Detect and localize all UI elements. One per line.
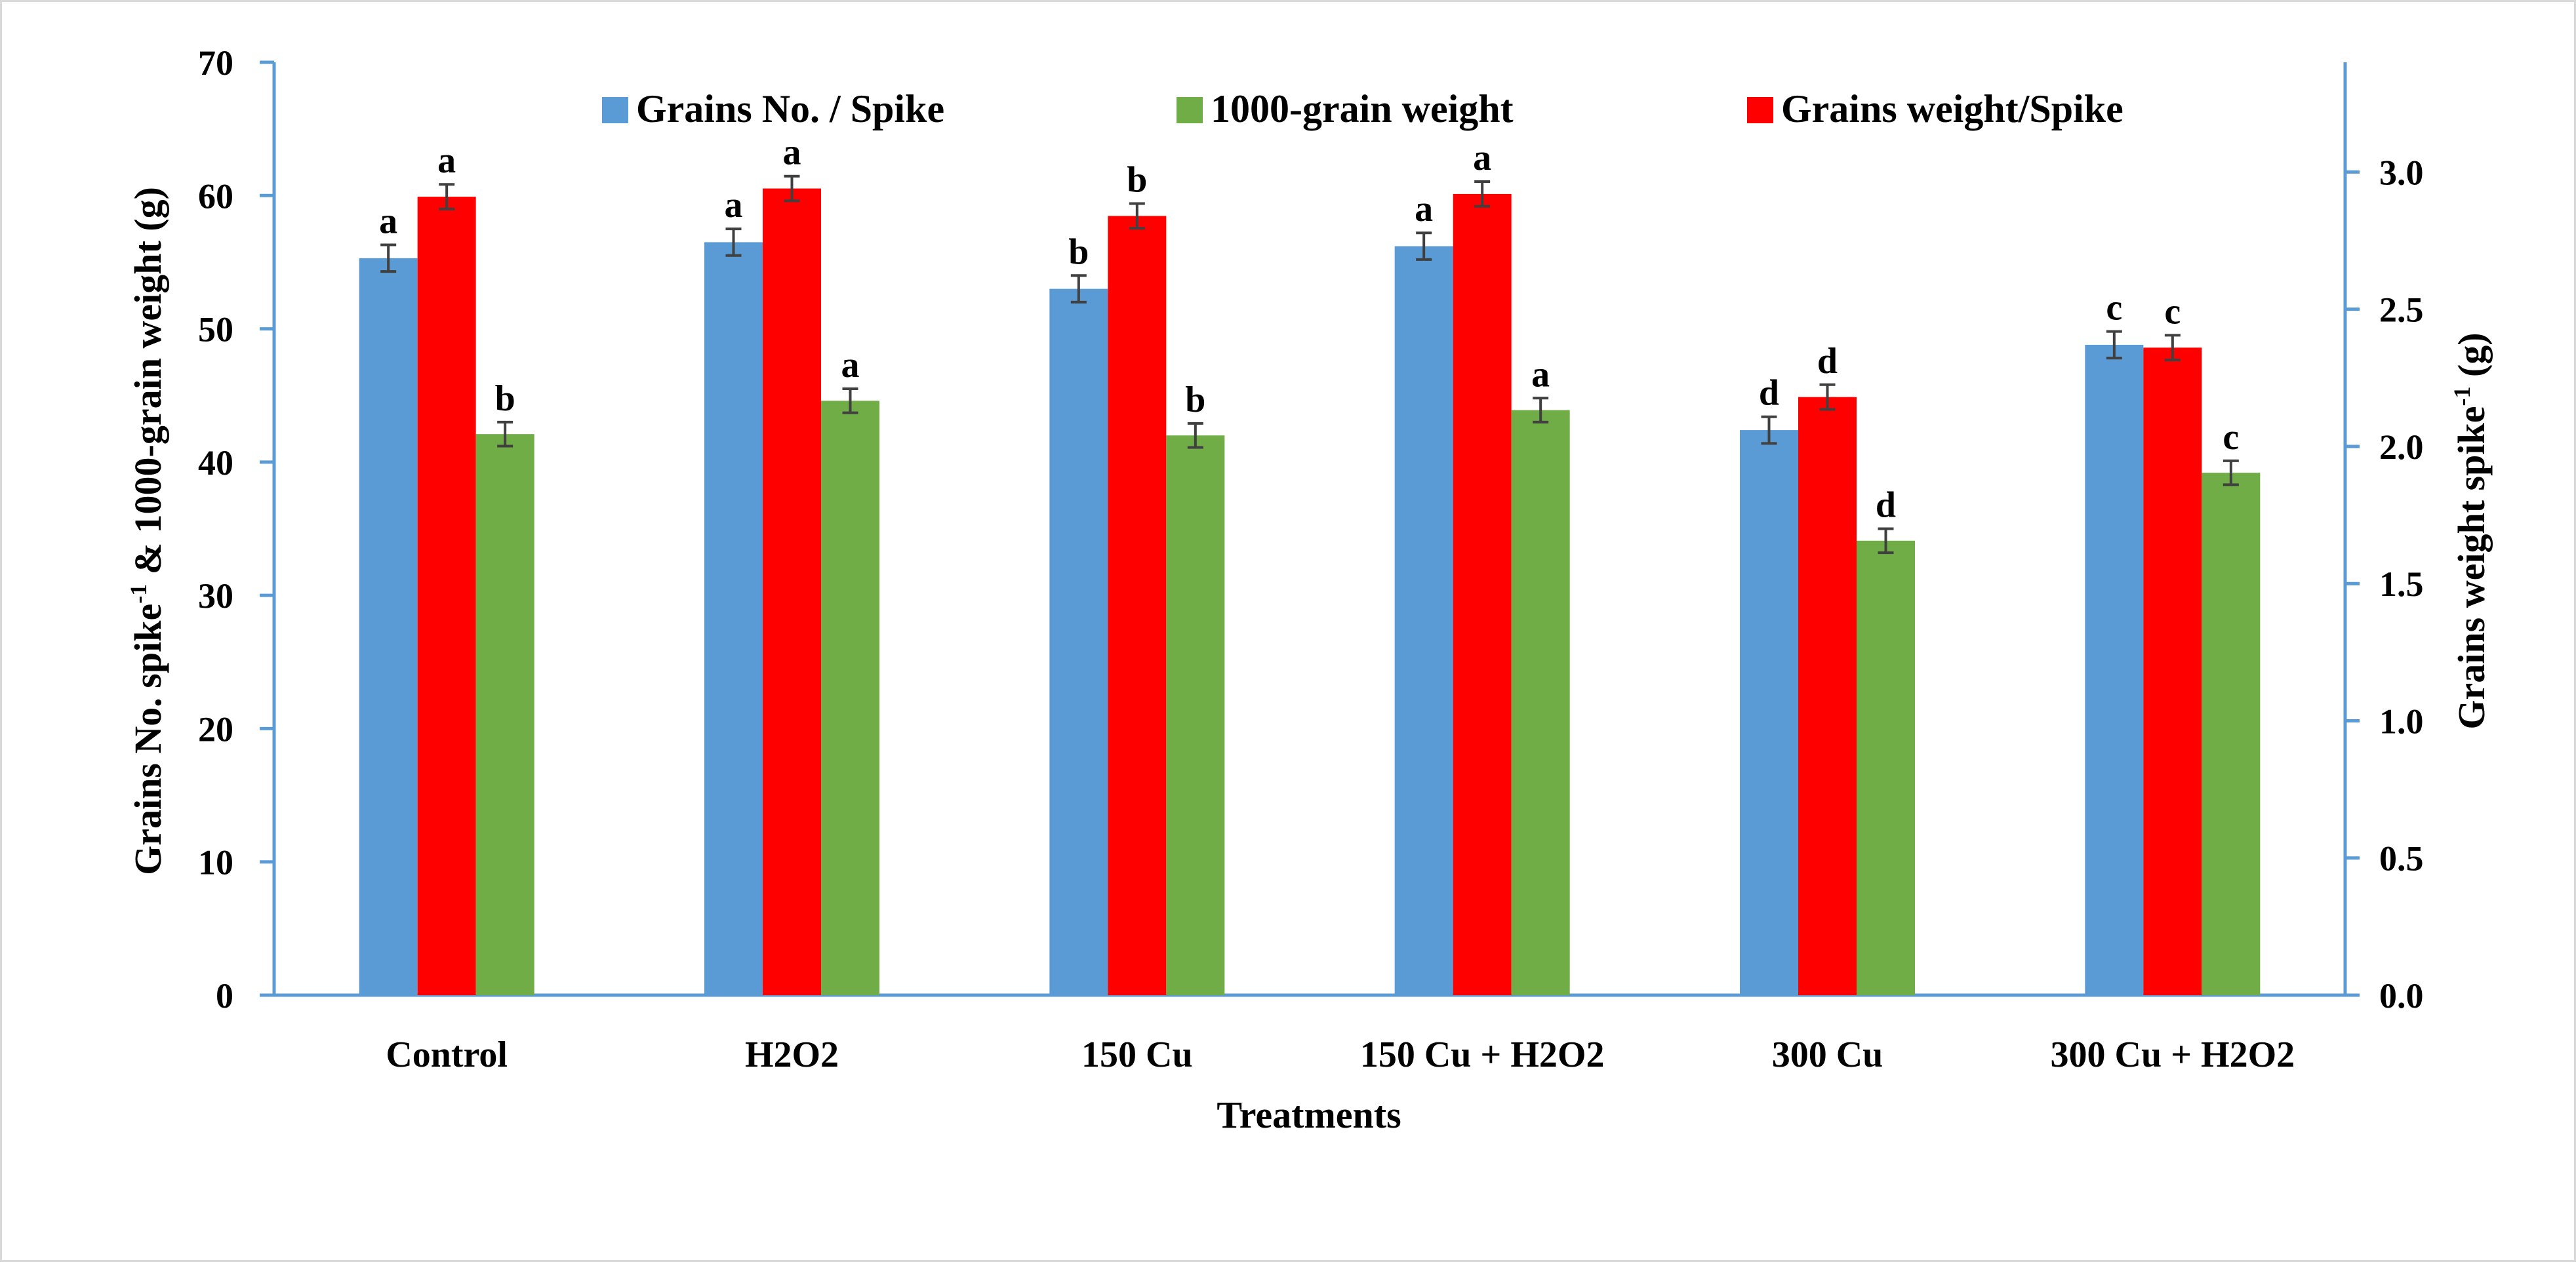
y-left-tick-label: 50 (198, 310, 233, 349)
significance-label: d (1817, 341, 1838, 382)
bar (475, 434, 534, 995)
bars-layer (359, 174, 2261, 996)
significance-label: a (1531, 354, 1550, 395)
y-right-tick-label: 0.0 (2379, 976, 2424, 1016)
significance-label: b (1127, 160, 1147, 201)
significance-label: a (725, 185, 743, 226)
y-right-tick-label: 3.0 (2379, 153, 2424, 192)
y-left-tick-label: 70 (198, 43, 233, 83)
y-left-tick-label: 40 (198, 443, 233, 483)
y-axis-right-title: Grains weight spike-1 (g) (2449, 332, 2493, 729)
axis-titles: Treatments Grains No. spike-1 & 1000-gra… (125, 187, 2493, 1136)
y-axis-left-title-tail: & 1000-grain weight (g) (127, 187, 169, 584)
y-axis-right-title-sup: -1 (2449, 387, 2475, 406)
legend-swatch (602, 97, 628, 123)
x-category-label: 150 Cu + H2O2 (1360, 1035, 1605, 1075)
bar (1108, 216, 1167, 995)
x-category-label: H2O2 (745, 1035, 839, 1075)
significance-label: a (1415, 189, 1433, 229)
significance-label: a (437, 140, 456, 181)
significance-label: d (1759, 373, 1779, 414)
y-axis-right-title-main: Grains weight spike (2450, 406, 2493, 730)
y-axis-left-title-sup: -1 (125, 584, 151, 604)
y-right-tick-label: 1.5 (2379, 564, 2424, 604)
x-category-label: 150 Cu (1081, 1035, 1193, 1075)
bar (2202, 473, 2261, 995)
significance-label: a (841, 345, 860, 385)
x-category-label: 300 Cu + H2O2 (2051, 1035, 2295, 1075)
y-right-tick-label: 1.0 (2379, 701, 2424, 741)
legend: Grains No. / Spike 1000-grain weight Grain… (602, 87, 2123, 130)
x-category-label: 300 Cu (1772, 1035, 1883, 1075)
y-left-tick-label: 0 (216, 976, 233, 1016)
bar (359, 258, 418, 996)
significance-label: b (1185, 380, 1205, 420)
significance-label: b (495, 378, 515, 419)
significance-label: c (2106, 288, 2122, 328)
legend-entry: 1000-grain weight (1211, 87, 1514, 130)
y-left-tick-label: 10 (198, 843, 233, 882)
bar (2085, 344, 2144, 995)
legend-entry: Grains No. / Spike (636, 87, 944, 130)
significance-label: a (1473, 138, 1491, 178)
legend-swatch (1747, 97, 1773, 123)
y-axis-left-title-main: Grains No. spike (127, 604, 169, 875)
bar (1166, 435, 1225, 995)
significance-label: c (2223, 417, 2239, 458)
significance-label: c (2164, 291, 2181, 332)
bar (1740, 430, 1798, 995)
bar (1798, 397, 1857, 995)
y-axis-right-title-tail: (g) (2450, 332, 2493, 386)
y-right-tick-label: 0.5 (2379, 839, 2424, 878)
y-axis-left-title: Grains No. spike-1 & 1000-grain weight (… (125, 187, 169, 875)
y-left-tick-label: 60 (198, 176, 233, 216)
bar (1394, 246, 1453, 995)
significance-label: a (783, 132, 801, 173)
x-axis-title: Treatments (1217, 1094, 1401, 1136)
y-left-tick-label: 30 (198, 576, 233, 616)
bar (1511, 410, 1570, 995)
legend-entry: Grains weight/Spike (1781, 87, 2123, 130)
y-right-tick-label: 2.5 (2379, 290, 2424, 330)
bar (2143, 347, 2202, 995)
bar (704, 242, 763, 996)
x-category-label: Control (386, 1035, 508, 1075)
bar (821, 401, 879, 995)
y-right-tick-label: 2.0 (2379, 427, 2424, 467)
significance-label: d (1876, 485, 1896, 526)
bar (1049, 288, 1108, 996)
bar (1453, 193, 1512, 996)
bar (763, 188, 821, 995)
bar (417, 197, 476, 996)
bar (1857, 540, 1915, 995)
significance-label: b (1068, 231, 1089, 272)
significance-label: a (379, 201, 397, 242)
y-left-tick-label: 20 (198, 709, 233, 749)
axes-layer: 0 10 20 30 40 50 60 70 0.0 0.5 1.0 1.5 2.0 2.5 3.0 (198, 43, 2424, 1016)
legend-swatch (1177, 97, 1203, 123)
